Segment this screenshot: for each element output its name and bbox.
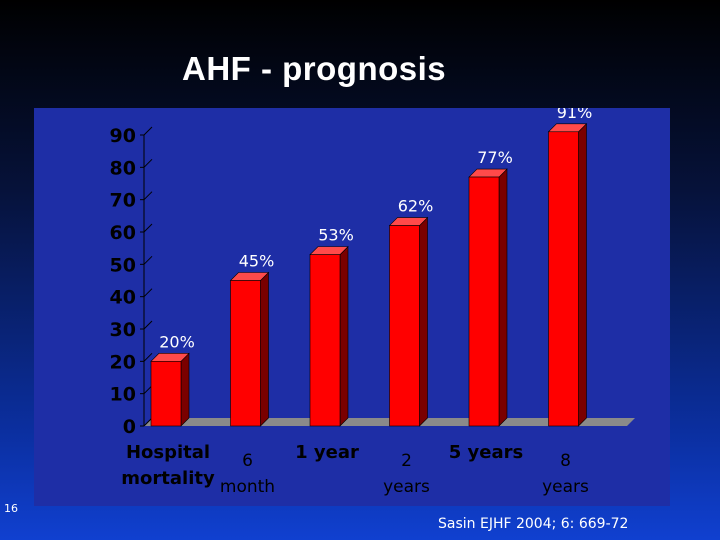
x-tick-label: years <box>383 477 430 497</box>
y-tick-label: 60 <box>110 222 136 244</box>
y-tick-depth <box>144 353 152 361</box>
y-tick-depth <box>144 224 152 232</box>
y-tick-label: 50 <box>110 254 136 276</box>
data-label: 20% <box>159 332 195 351</box>
x-tick-label: mortality <box>121 468 215 489</box>
y-tick-depth <box>144 127 152 135</box>
bar <box>469 177 499 426</box>
x-tick-label: 5 years <box>449 442 523 463</box>
data-label: 53% <box>318 226 354 245</box>
chart-panel: 0 10 20 30 40 50 60 70 80 90 20% 45% 53% 62% 77% 91% Hos… <box>34 108 670 506</box>
y-tick-depth <box>144 289 152 297</box>
bar <box>310 255 340 426</box>
y-tick-label: 0 <box>123 416 136 438</box>
bar <box>231 281 261 427</box>
x-tick-label: years <box>542 477 589 497</box>
data-label: 77% <box>477 148 513 167</box>
y-tick-label: 10 <box>110 384 136 406</box>
bar-chart: 0 10 20 30 40 50 60 70 80 90 20% 45% 53% 62% 77% 91% Hos… <box>34 108 670 506</box>
data-label: 62% <box>398 197 434 216</box>
bar <box>151 361 181 426</box>
x-tick-label: Hospital <box>126 442 210 463</box>
y-tick-label: 70 <box>110 190 136 212</box>
x-tick-label: 2 <box>401 451 412 471</box>
source-citation: Sasin EJHF 2004; 6: 669-72 <box>438 516 628 532</box>
data-label: 91% <box>557 108 593 122</box>
y-tick-label: 80 <box>110 157 136 179</box>
bar-side <box>579 124 587 426</box>
bar-side <box>261 273 269 427</box>
x-tick-label: month <box>220 477 275 497</box>
page-number: 16 <box>4 502 18 515</box>
y-tick-depth <box>144 192 152 200</box>
y-tick-label: 20 <box>110 351 136 373</box>
y-tick-depth <box>144 256 152 264</box>
data-label: 45% <box>239 252 275 271</box>
bar-side <box>420 218 428 426</box>
y-tick-depth <box>144 321 152 329</box>
x-tick-label: 1 year <box>295 442 359 463</box>
bar <box>390 226 420 426</box>
y-tick-label: 90 <box>110 125 136 147</box>
bar-side <box>181 353 189 426</box>
bar <box>549 132 579 426</box>
y-tick-label: 40 <box>110 287 136 309</box>
slide-title: AHF - prognosis <box>182 50 446 88</box>
y-tick-label: 30 <box>110 319 136 341</box>
y-tick-depth <box>144 159 152 167</box>
x-tick-label: 6 <box>242 451 253 471</box>
bar-side <box>340 247 348 426</box>
bar-side <box>499 169 507 426</box>
x-tick-label: 8 <box>560 451 571 471</box>
